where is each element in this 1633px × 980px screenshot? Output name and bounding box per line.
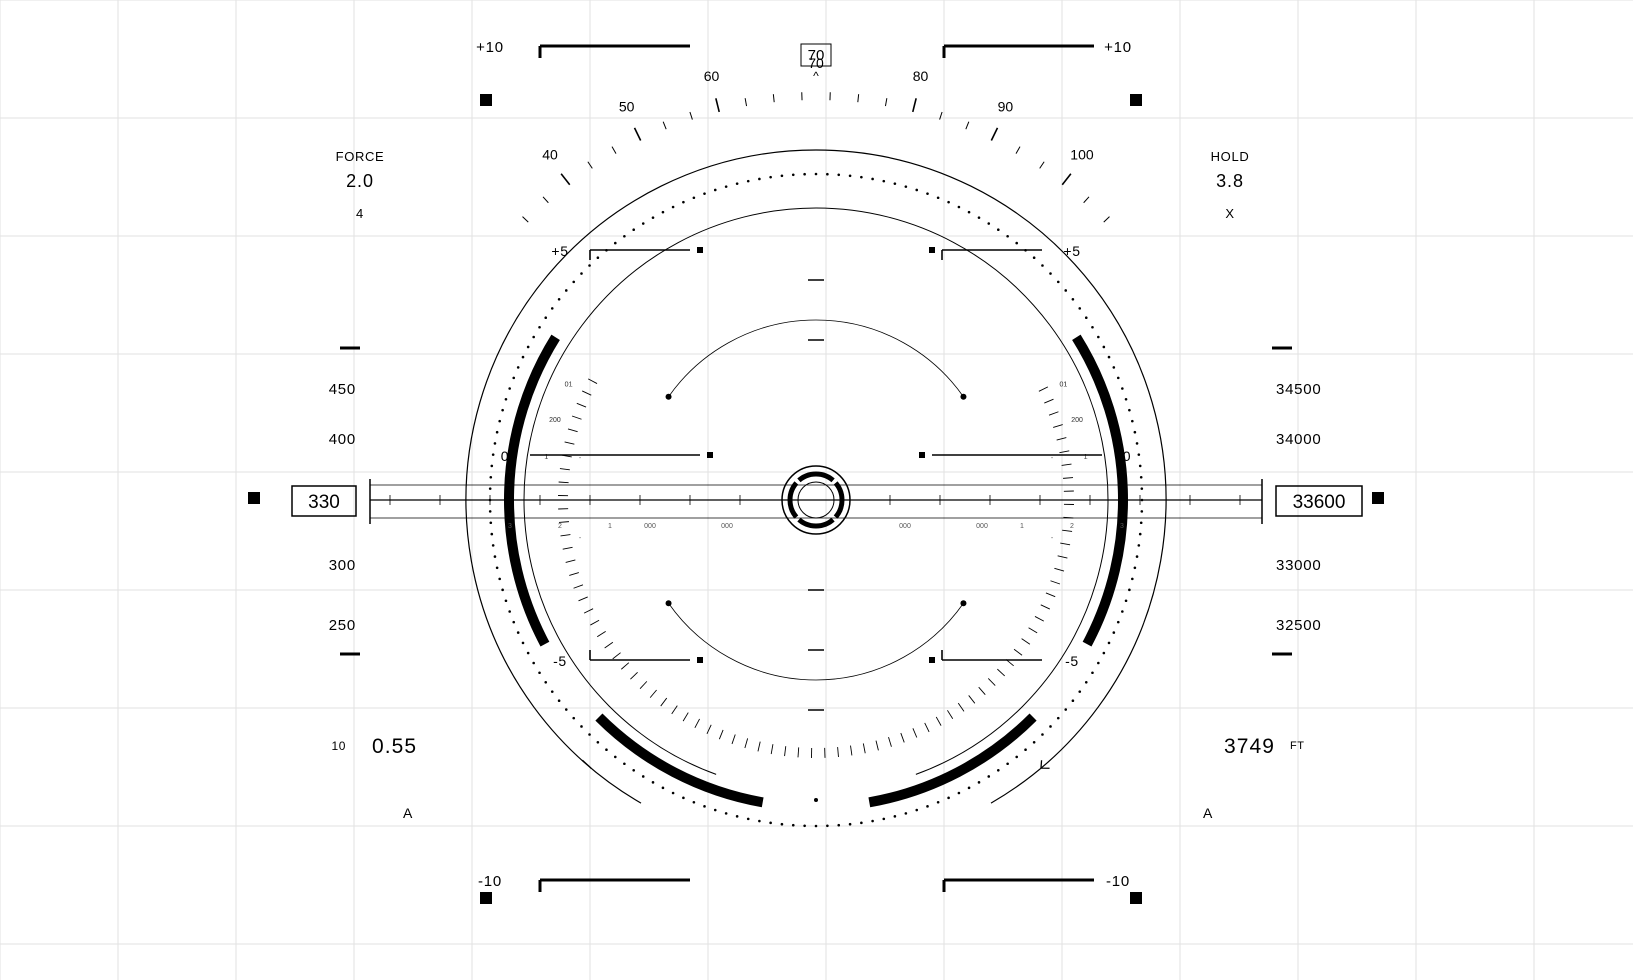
ruler-mini-label: 1: [608, 523, 612, 530]
outer-ring: [466, 150, 1166, 803]
ring-mini-label: 01: [1060, 381, 1068, 388]
hud-reticle: 0120010120010120010120014050607080901007…: [0, 0, 1633, 980]
compass-caret-icon: ^: [813, 69, 819, 83]
ruler-mini-label: 2: [558, 523, 562, 530]
marker-square-icon: [480, 892, 492, 904]
marker-square-icon: [1130, 892, 1142, 904]
right-tape-value: 33600: [1293, 492, 1346, 513]
compass-label: 60: [704, 68, 720, 84]
ruler-mini-label: -: [579, 455, 582, 462]
compass-label: 50: [619, 99, 635, 115]
ring-mini-label: 01: [565, 381, 573, 388]
mid-ring: [524, 208, 1108, 774]
ruler-mini-label: 1: [1020, 523, 1024, 530]
ruler-mini-label: -: [1051, 535, 1054, 542]
ruler-mini-label: 000: [644, 523, 656, 530]
ruler-mini-label: 3: [508, 523, 512, 530]
inner-arc: [669, 603, 964, 680]
ruler-mini-label: 000: [976, 523, 988, 530]
ruler-mini-label: 000: [721, 523, 733, 530]
marker-square-icon: [248, 492, 260, 504]
ruler-mini-label: 000: [899, 523, 911, 530]
compass-label: 40: [542, 147, 558, 163]
ruler-mini-label: -: [579, 535, 582, 542]
ruler-mini-label: -: [1051, 455, 1054, 462]
ring-mini-label: 200: [1071, 417, 1083, 424]
left-tape-value: 330: [308, 492, 340, 513]
compass-label: 80: [913, 68, 929, 84]
ring-mini-label: 200: [549, 417, 561, 424]
compass-ticks: [523, 92, 1110, 222]
compass-heading-value: 70: [808, 47, 825, 64]
inner-arc: [669, 320, 964, 397]
heavy-arc: [509, 337, 1123, 802]
inner-tick-ring: [558, 379, 1074, 758]
ruler-mini-label: 2: [1070, 523, 1074, 530]
marker-square-icon: [1372, 492, 1384, 504]
compass-label: 90: [998, 99, 1014, 115]
ruler-mini-label: 3: [1120, 523, 1124, 530]
marker-square-icon: [480, 94, 492, 106]
compass-label: 100: [1070, 147, 1094, 163]
marker-square-icon: [1130, 94, 1142, 106]
